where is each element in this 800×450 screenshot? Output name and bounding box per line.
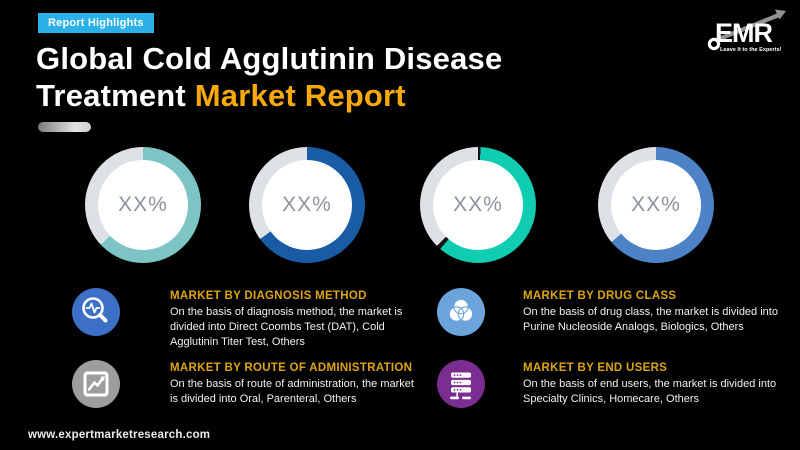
segment-body: On the basis of route of administration,… xyxy=(170,378,414,406)
donut-center: XX% xyxy=(433,160,523,250)
magnifier-pulse-icon xyxy=(72,288,120,336)
segment-drug-class: MARKET BY DRUG CLASS On the basis of dru… xyxy=(437,288,792,336)
donut-center: XX% xyxy=(262,160,352,250)
donut-center: XX% xyxy=(98,160,188,250)
emr-logo: EMR Leave It to the Experts! xyxy=(707,9,786,52)
segment-heading: MARKET BY ROUTE OF ADMINISTRATION xyxy=(170,362,413,374)
segment-body: On the basis of end users, the market is… xyxy=(523,378,777,406)
server-stack-icon xyxy=(437,360,485,408)
footer-link[interactable]: www.expertmarketresearch.com xyxy=(28,429,211,441)
report-highlights-badge: Report Highlights xyxy=(38,13,154,33)
segment-end-users: MARKET BY END USERS On the basis of end … xyxy=(437,360,792,408)
donut-value-label: XX% xyxy=(118,193,168,216)
title-underline-bar xyxy=(38,122,91,132)
logo-tagline: Leave It to the Experts! xyxy=(720,47,782,52)
donut-chart-4: XX% xyxy=(598,147,714,263)
segment-route-of-administration: MARKET BY ROUTE OF ADMINISTRATION On the… xyxy=(72,360,422,408)
segment-heading: MARKET BY DIAGNOSIS METHOD xyxy=(170,290,367,302)
donut-chart-3: XX% xyxy=(420,147,536,263)
segment-diagnosis-method: MARKET BY DIAGNOSIS METHOD On the basis … xyxy=(72,288,422,351)
donut-chart-1: XX% xyxy=(85,147,201,263)
venn-circles-icon xyxy=(437,288,485,336)
page-title: Global Cold Agglutinin Disease Treatment… xyxy=(36,40,502,114)
segment-body: On the basis of diagnosis method, the ma… xyxy=(170,306,403,349)
donut-chart-2: XX% xyxy=(249,147,365,263)
title-line2-prefix: Treatment xyxy=(36,78,195,114)
segment-body: On the basis of drug class, the market i… xyxy=(523,306,778,334)
logo-ring-icon xyxy=(707,37,721,51)
logo-arrow-shaft xyxy=(713,13,780,43)
segment-heading: MARKET BY DRUG CLASS xyxy=(523,290,677,302)
trend-chart-icon xyxy=(72,360,120,408)
logo-text: EMR xyxy=(715,18,773,48)
title-line1: Global Cold Agglutinin Disease xyxy=(36,41,503,76)
donut-value-label: XX% xyxy=(631,193,681,216)
donut-center: XX% xyxy=(611,160,701,250)
title-line2-highlight: Market Report xyxy=(194,78,406,114)
donut-value-label: XX% xyxy=(453,193,503,216)
segment-heading: MARKET BY END USERS xyxy=(523,362,668,374)
donut-value-label: XX% xyxy=(282,193,332,216)
logo-arrow-head xyxy=(775,9,786,20)
